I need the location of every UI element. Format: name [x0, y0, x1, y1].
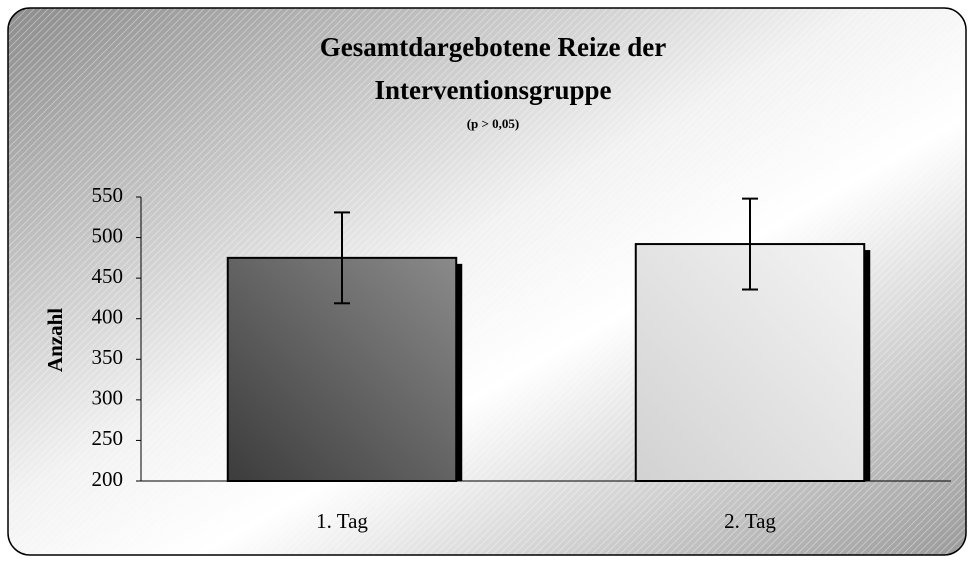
x-tick-label: 1. Tag	[316, 509, 368, 533]
chart-subtitle: (p > 0,05)	[467, 116, 520, 131]
y-tick-label: 400	[92, 305, 124, 329]
chart-title: Interventionsgruppe	[374, 75, 611, 105]
y-tick-label: 500	[92, 223, 124, 247]
x-tick-label: 2. Tag	[724, 509, 776, 533]
y-tick-label: 550	[92, 183, 124, 207]
chart-title: Gesamtdargebotene Reize der	[320, 32, 666, 62]
y-tick-label: 250	[92, 426, 124, 450]
y-tick-label: 450	[92, 264, 124, 288]
y-tick-label: 350	[92, 345, 124, 369]
y-tick-label: 200	[92, 467, 124, 491]
y-axis-label: Anzahl	[43, 308, 67, 372]
y-tick-label: 300	[92, 386, 124, 410]
